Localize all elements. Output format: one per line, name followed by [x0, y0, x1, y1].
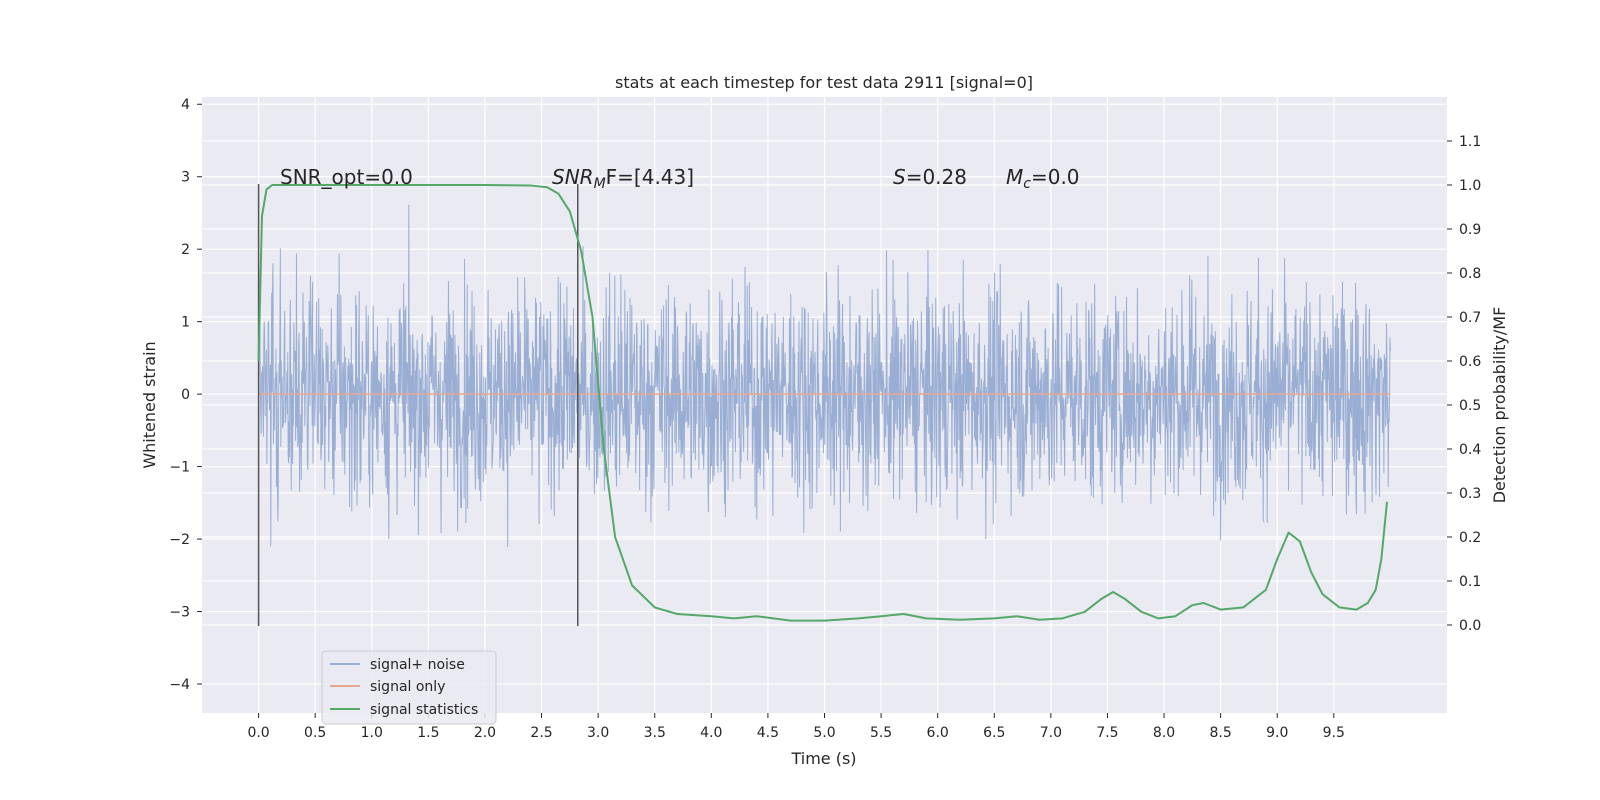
y-tick-label: −4 — [169, 677, 190, 693]
y-right-tick-label: 0.0 — [1459, 618, 1481, 634]
x-tick-label: 1.0 — [361, 725, 383, 741]
y-right-tick-label: 0.6 — [1459, 354, 1481, 370]
annotation-snr-mf-sub: M — [594, 176, 606, 192]
series-signal-statistics — [257, 184, 1389, 622]
x-tick-label: 4.0 — [700, 725, 722, 741]
x-tick-label: 1.5 — [417, 725, 439, 741]
signal-statistics-line — [257, 184, 1389, 622]
noise-line — [258, 204, 1391, 547]
legend-box — [321, 650, 497, 725]
x-tick-label: 6.5 — [983, 725, 1005, 741]
annotation-s-rest: =0.28 — [906, 165, 967, 189]
annotation-snr-mf-rest: F=[4.43] — [606, 165, 694, 189]
x-tick-label: 7.5 — [1096, 725, 1118, 741]
x-tick-label: 9.0 — [1266, 725, 1288, 741]
x-tick-label: 3.0 — [587, 725, 609, 741]
annotation-mc-rest: =0.0 — [1031, 165, 1080, 189]
x-tick-label: 9.5 — [1323, 725, 1345, 741]
x-tick-label: 5.5 — [870, 725, 892, 741]
x-tick-labels: 0.0 0.5 1.0 1.5 2.0 2.5 3.0 3.5 4.0 4.5 5.0 5.5 6.0 6… — [247, 713, 1345, 741]
x-tick-label: 8.0 — [1153, 725, 1175, 741]
y-right-tick-label: 1.1 — [1459, 134, 1481, 150]
legend-label-signal-noise: signal+ noise — [370, 657, 465, 673]
annotation-snr-opt: SNR_opt=0.0 — [280, 165, 413, 189]
y-right-tick-labels: 1.1 1.0 0.9 0.8 0.7 0.6 0.5 0.4 0.3 0.2 0.1 0.0 — [1447, 134, 1481, 634]
vertical-markers — [257, 183, 579, 627]
y-tick-label: 2 — [181, 242, 190, 258]
x-tick-label: 7.0 — [1040, 725, 1062, 741]
x-axis-label: Time (s) — [790, 749, 856, 768]
y-right-tick-label: 0.7 — [1459, 310, 1481, 326]
legend: signal+ noise signal only signal statist… — [321, 650, 497, 725]
x-tick-label: 6.0 — [927, 725, 949, 741]
y-right-tick-label: 0.8 — [1459, 266, 1481, 282]
y-right-tick-label: 0.9 — [1459, 222, 1481, 238]
y-axis-label: Whitened strain — [140, 341, 159, 468]
y-tick-label: −2 — [169, 532, 190, 548]
annotation-s: S=0.28 — [893, 165, 967, 189]
chart-title: stats at each timestep for test data 291… — [615, 73, 1033, 92]
x-tick-label: 2.5 — [530, 725, 552, 741]
y-tick-labels: 4 3 2 1 0 −1 −2 −3 −4 — [169, 97, 202, 693]
y-right-tick-label: 1.0 — [1459, 178, 1481, 194]
annotation-snr-mf-main: SNR — [552, 165, 594, 189]
y-tick-label: −1 — [169, 460, 190, 476]
y-tick-label: 4 — [181, 97, 190, 113]
annotation-mc: Mc=0.0 — [1006, 165, 1080, 192]
x-tick-label: 5.0 — [813, 725, 835, 741]
y-tick-label: −3 — [169, 605, 190, 621]
x-tick-label: 0.0 — [247, 725, 269, 741]
legend-label-signal-only: signal only — [370, 679, 445, 695]
annotation-mc-var: M — [1006, 165, 1023, 189]
annotation-s-var: S — [893, 165, 906, 189]
series-signal-noise — [258, 204, 1391, 547]
y-tick-label: 3 — [181, 170, 190, 186]
x-tick-label: 3.5 — [644, 725, 666, 741]
y-right-axis-label: Detection probability/MF — [1490, 307, 1509, 504]
annotation-mc-sub: c — [1023, 176, 1031, 192]
y-right-tick-label: 0.3 — [1459, 486, 1481, 502]
y-right-tick-label: 0.2 — [1459, 530, 1481, 546]
y-tick-label: 0 — [181, 387, 190, 403]
legend-label-signal-statistics: signal statistics — [370, 702, 478, 718]
y-tick-label: 1 — [181, 315, 190, 331]
x-tick-label: 8.5 — [1210, 725, 1232, 741]
y-right-tick-label: 0.4 — [1459, 442, 1481, 458]
x-tick-label: 2.0 — [474, 725, 496, 741]
annotation-snr-mf: SNRMF=[4.43] — [552, 165, 694, 192]
y-right-tick-label: 0.5 — [1459, 398, 1481, 414]
x-tick-label: 4.5 — [757, 725, 779, 741]
y-right-tick-label: 0.1 — [1459, 574, 1481, 590]
x-tick-label: 0.5 — [304, 725, 326, 741]
